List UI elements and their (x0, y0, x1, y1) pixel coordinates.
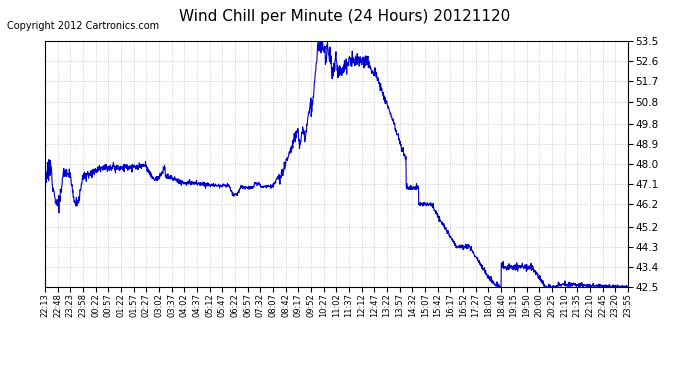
Text: Copyright 2012 Cartronics.com: Copyright 2012 Cartronics.com (7, 21, 159, 31)
Text: Wind Chill per Minute (24 Hours) 20121120: Wind Chill per Minute (24 Hours) 2012112… (179, 9, 511, 24)
Text: Temperature  (°F): Temperature (°F) (549, 28, 641, 38)
